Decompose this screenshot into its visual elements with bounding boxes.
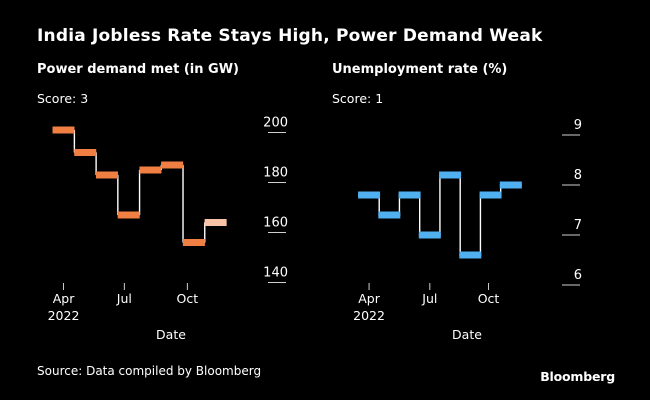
page-title: India Jobless Rate Stays High, Power Dem… [37, 26, 543, 46]
power-data-point [161, 161, 184, 169]
source-note: Source: Data compiled by Bloomberg [37, 364, 262, 378]
power-x-tick-label: Oct [177, 291, 199, 306]
unemployment-chart-title: Unemployment rate (%) [332, 62, 508, 77]
power-y-tick-label: 140 [263, 266, 288, 281]
power-data-point [182, 239, 205, 246]
power-y-tick-label: 160 [263, 216, 288, 231]
power-chart-title: Power demand met (in GW) [37, 62, 239, 77]
unemployment-data-point [358, 191, 381, 199]
bloomberg-logo: Bloomberg [540, 369, 615, 384]
power-data-point [52, 126, 75, 134]
unemployment-data-point [418, 231, 441, 239]
power-x-tick-label: Apr [53, 291, 75, 306]
power-x-axis-title: Date [156, 327, 186, 342]
power-data-point [139, 166, 162, 174]
unemployment-data-point [398, 191, 421, 199]
power-y-tick-label: 200 [263, 116, 288, 131]
unemployment-score-label: Score: 1 [332, 91, 384, 106]
unemployment-y-tick-label: 7 [574, 218, 582, 233]
power-data-point [95, 171, 118, 179]
unemployment-rate-chart: 6 7 8 9 Apr 2022 Jul Oct Date [353, 118, 582, 342]
power-data-point [74, 149, 97, 156]
power-data-point [117, 211, 140, 219]
unemployment-y-tick-label: 6 [574, 268, 582, 283]
unemployment-data-point [479, 191, 502, 199]
unemployment-data-point [378, 211, 401, 219]
power-data-point [204, 219, 227, 226]
unemployment-y-tick-label: 8 [574, 168, 582, 183]
unemployment-data-point [439, 171, 462, 179]
unemployment-x-tick-sublabel: 2022 [353, 308, 385, 323]
power-demand-chart: 140 160 180 200 Apr 2022 Jul Oct Date [48, 116, 288, 343]
unemployment-x-axis-title: Date [452, 327, 482, 342]
unemployment-x-tick-label: Apr [358, 291, 380, 306]
power-x-tick-label: Jul [116, 291, 132, 306]
power-x-tick-sublabel: 2022 [48, 308, 80, 323]
unemployment-x-tick-label: Oct [478, 291, 500, 306]
power-score-label: Score: 3 [37, 91, 89, 106]
power-y-tick-label: 180 [263, 166, 288, 181]
unemployment-data-point [499, 181, 522, 189]
unemployment-y-tick-label: 9 [574, 118, 582, 133]
unemployment-x-tick-label: Jul [421, 291, 437, 306]
unemployment-data-point [459, 251, 482, 259]
